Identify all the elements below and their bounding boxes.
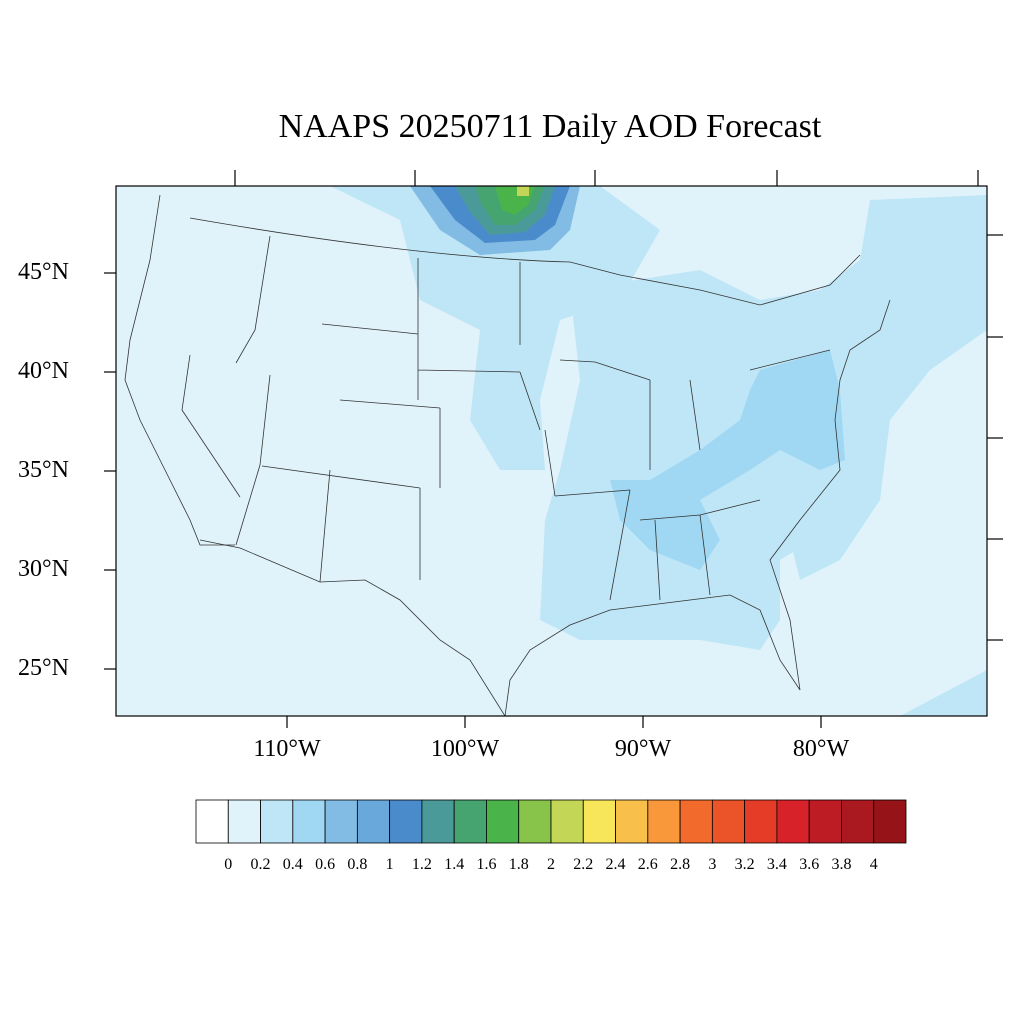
us-mexico-border [199, 539, 506, 716]
colorbar-swatch [324, 799, 358, 844]
colorbar-tick-label: 1.8 [508, 856, 529, 873]
colorbar-tick-label: 2.4 [605, 856, 626, 873]
lat-label: 45°N [18, 259, 69, 285]
plume-atlantic [790, 240, 987, 580]
colorbar-swatch [356, 799, 391, 844]
colorbar-swatch [260, 799, 294, 844]
map-frame [115, 185, 988, 717]
colorbar-swatch [615, 799, 649, 844]
colorbar-tick-label: 2 [547, 856, 555, 873]
colorbar-tick-label: 2.2 [573, 856, 594, 873]
west-coast [124, 194, 235, 546]
colorbar-tick-label: 0.8 [347, 856, 368, 873]
colorbar-tick-label: 0.4 [282, 856, 303, 873]
colorbar-swatch [808, 799, 842, 844]
colorbar-tick-label: 3.2 [734, 856, 755, 873]
colorbar-swatch [550, 799, 584, 844]
borders [124, 194, 891, 716]
colorbar-tick-label: 3.8 [831, 856, 852, 873]
colorbar-swatch [841, 799, 875, 844]
colorbar-swatch [227, 799, 261, 844]
lat-label: 40°N [18, 358, 69, 384]
gulf-coast [504, 594, 801, 716]
colorbar-swatch [421, 799, 455, 844]
colorbar-tick-label: 3.4 [766, 856, 787, 873]
lat-label: 25°N [18, 655, 69, 681]
plume-southeast [610, 480, 720, 570]
colorbar-tick-label: 2.6 [637, 856, 658, 873]
colorbar-tick-label: 1 [385, 856, 394, 873]
lat-label: 30°N [18, 556, 69, 582]
colorbar-swatch [453, 799, 487, 844]
colorbar-swatch [518, 799, 552, 844]
plume-appalachia [650, 350, 845, 510]
colorbar-tick-label: 3 [708, 856, 717, 873]
state-lines-1 [235, 235, 631, 601]
lat-label: 35°N [18, 457, 69, 483]
state-lines-2 [181, 349, 831, 601]
lon-label: 90°W [614, 736, 672, 762]
lon-label: 100°W [430, 736, 500, 762]
colorbar-tick-label: 3.6 [799, 856, 820, 873]
colorbar-swatch [195, 799, 229, 844]
aod-field [330, 186, 987, 716]
colorbar-tick-label: 2.8 [670, 856, 691, 873]
lon-label: 80°W [792, 736, 850, 762]
colorbar [195, 799, 907, 844]
ticks [104, 170, 1003, 728]
colorbar-tick-label: 0 [224, 856, 233, 873]
lon-label: 110°W [253, 736, 321, 762]
colorbar-swatch [679, 799, 713, 844]
colorbar-swatch [776, 799, 810, 844]
plume-caribbean [900, 670, 987, 716]
colorbar-swatch [711, 799, 746, 844]
plume-core-peak [517, 186, 529, 196]
colorbar-swatch [292, 799, 326, 844]
us-canada-border [189, 217, 861, 306]
colorbar-swatch [582, 799, 616, 844]
colorbar-swatch [744, 799, 778, 844]
colorbar-tick-label: 1.6 [476, 856, 497, 873]
colorbar-tick-label: 1.4 [444, 856, 465, 873]
colorbar-tick-label: 4 [869, 856, 878, 873]
colorbar-tick-label: 0.6 [315, 856, 336, 873]
colorbar-swatch [389, 799, 423, 844]
colorbar-swatch [486, 799, 520, 844]
atlantic-coast [769, 299, 891, 691]
colorbar-tick-label: 1.2 [411, 856, 432, 873]
colorbar-swatch [873, 799, 907, 844]
plume-northern-plains [330, 186, 660, 470]
colorbar-swatch [647, 799, 681, 844]
page-title: NAAPS 20250711 Daily AOD Forecast [278, 108, 822, 145]
colorbar-tick-label: 0.2 [250, 856, 271, 873]
